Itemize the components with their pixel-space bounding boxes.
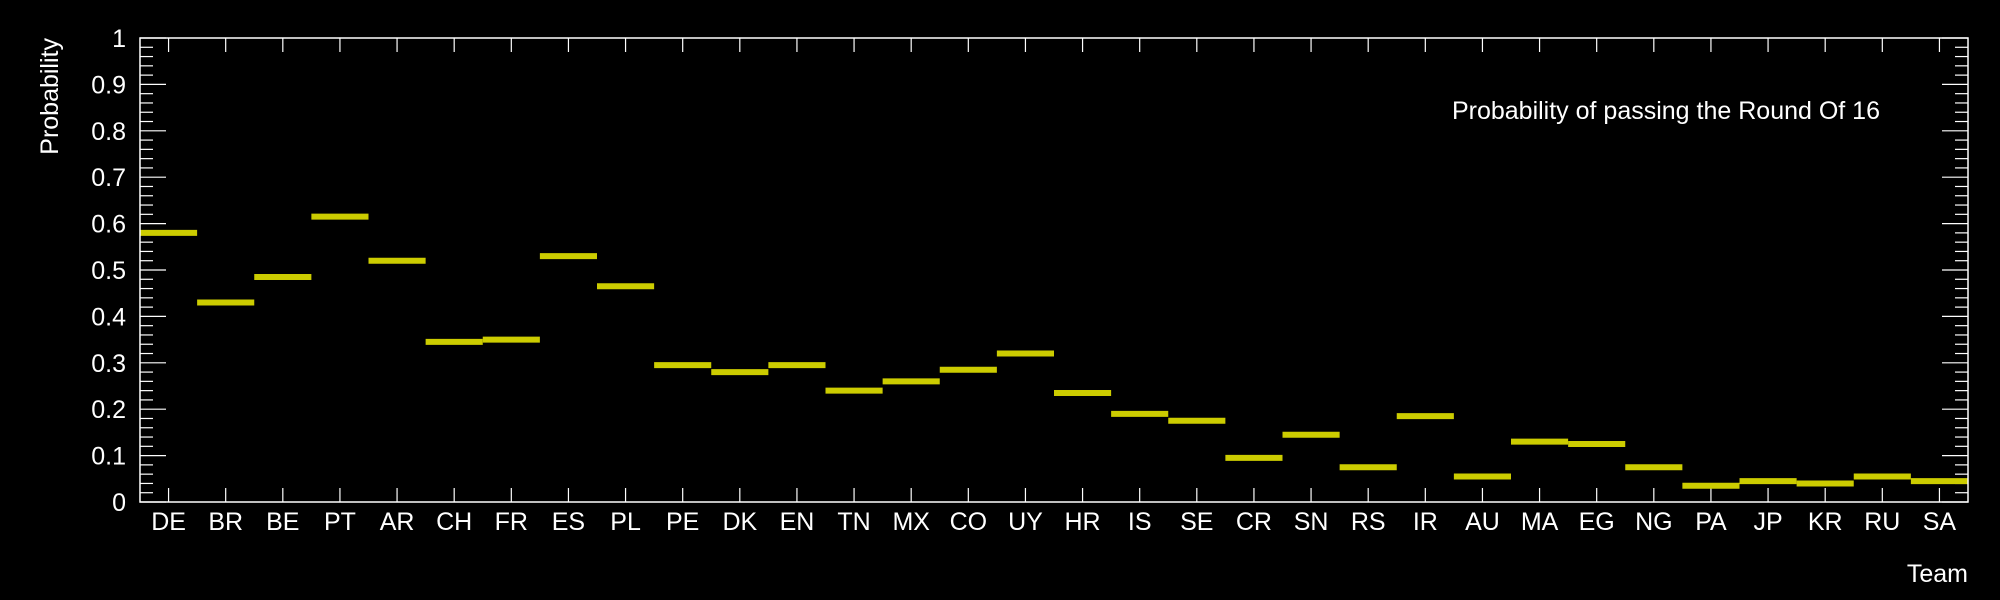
x-tick-label: IS xyxy=(1128,508,1152,536)
tick-labels: 0 0.1 0.2 0.3 0.4 0.5 0.6 0.7 0.8 0.9 1 DE BR BE PT AR C… xyxy=(91,25,1956,536)
y-tick-label: 0 xyxy=(112,489,126,517)
x-tick-label: MX xyxy=(892,508,930,536)
x-tick-label: TN xyxy=(837,508,870,536)
x-tick-label: AU xyxy=(1465,508,1500,536)
legend-entry: Probability of passing the Round Of 16 xyxy=(1452,97,1880,125)
x-tick-label: BR xyxy=(208,508,243,536)
x-tick-label: MA xyxy=(1521,508,1559,536)
x-axis-title: Team xyxy=(1907,560,1968,588)
x-tick-label: AR xyxy=(380,508,415,536)
y-tick-label: 0.6 xyxy=(91,211,126,239)
x-tick-label: SN xyxy=(1294,508,1329,536)
x-tick-label: EN xyxy=(780,508,815,536)
y-tick-label: 0.1 xyxy=(91,443,126,471)
y-tick-label: 0.3 xyxy=(91,350,126,378)
x-tick-label: EG xyxy=(1579,508,1615,536)
x-tick-label: PT xyxy=(324,508,356,536)
x-tick-label: IR xyxy=(1413,508,1438,536)
x-tick-label: RS xyxy=(1351,508,1386,536)
data-bars xyxy=(140,213,1968,489)
y-tick-label: 0.5 xyxy=(91,257,126,285)
y-tick-label: 0.2 xyxy=(91,396,126,424)
y-axis-title: Probability xyxy=(36,38,64,155)
x-tick-label: UY xyxy=(1008,508,1043,536)
x-tick-label: BE xyxy=(266,508,299,536)
x-tick-label: DK xyxy=(722,508,757,536)
y-tick-label: 0.8 xyxy=(91,118,126,146)
x-tick-label: NG xyxy=(1635,508,1673,536)
x-tick-label: SA xyxy=(1923,508,1957,536)
plot-frame xyxy=(139,37,1969,503)
x-tick-label: KR xyxy=(1808,508,1843,536)
x-tick-label: HR xyxy=(1065,508,1101,536)
x-tick-label: FR xyxy=(495,508,528,536)
x-tick-label: SE xyxy=(1180,508,1213,536)
x-tick-label: PA xyxy=(1695,508,1727,536)
x-tick-label: PL xyxy=(610,508,641,536)
x-tick-label: RU xyxy=(1864,508,1900,536)
x-tick-label: ES xyxy=(552,508,585,536)
x-tick-label: CO xyxy=(950,508,988,536)
x-tick-label: CH xyxy=(436,508,472,536)
x-tick-label: PE xyxy=(666,508,699,536)
y-tick-label: 1 xyxy=(112,25,126,53)
y-tick-label: 0.4 xyxy=(91,303,126,331)
x-tick-label: CR xyxy=(1236,508,1272,536)
y-tick-label: 0.7 xyxy=(91,164,126,192)
x-tick-label: JP xyxy=(1753,508,1782,536)
y-tick-label: 0.9 xyxy=(91,71,126,99)
x-tick-label: DE xyxy=(151,508,186,536)
